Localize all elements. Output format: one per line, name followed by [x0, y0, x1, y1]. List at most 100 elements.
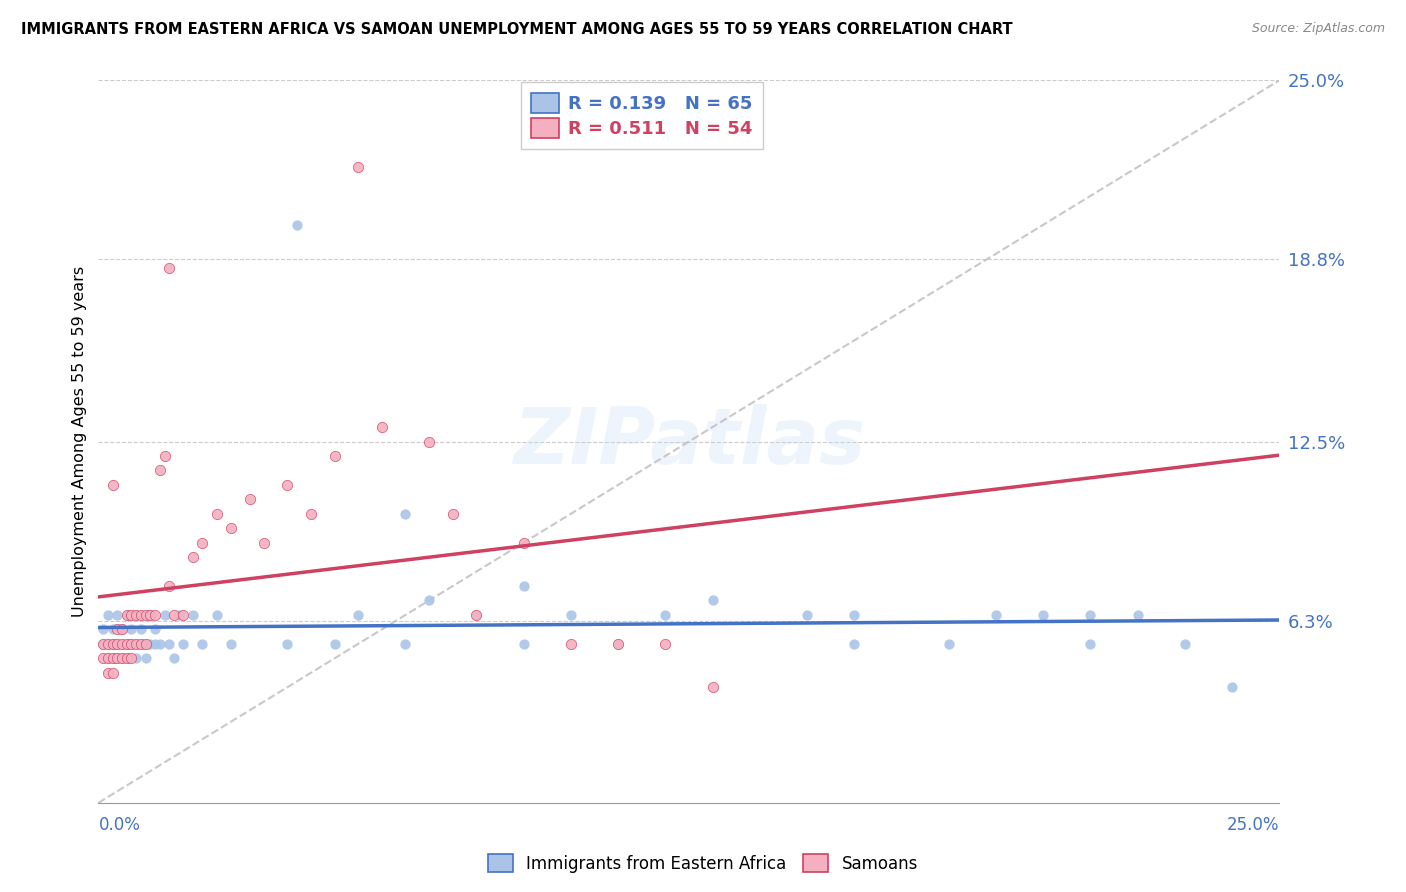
- Point: [219, 521, 242, 535]
- Point: [129, 637, 152, 651]
- Point: [163, 651, 186, 665]
- Point: [143, 623, 166, 637]
- Y-axis label: Unemployment Among Ages 55 to 59 years: Unemployment Among Ages 55 to 59 years: [72, 266, 87, 617]
- Point: [149, 463, 172, 477]
- Point: [191, 535, 214, 549]
- Point: [105, 623, 128, 637]
- Point: [129, 637, 152, 651]
- Point: [111, 651, 134, 665]
- Point: [276, 637, 298, 651]
- Point: [219, 637, 242, 651]
- Point: [465, 607, 488, 622]
- Point: [163, 607, 186, 622]
- Point: [984, 607, 1007, 622]
- Point: [299, 507, 322, 521]
- Point: [111, 637, 134, 651]
- Point: [560, 637, 582, 651]
- Point: [157, 637, 180, 651]
- Point: [101, 651, 124, 665]
- Point: [97, 637, 120, 651]
- Point: [157, 579, 180, 593]
- Point: [97, 651, 120, 665]
- Point: [181, 607, 204, 622]
- Point: [844, 607, 866, 622]
- Point: [347, 607, 370, 622]
- Text: 25.0%: 25.0%: [1227, 816, 1279, 834]
- Point: [129, 623, 152, 637]
- Point: [125, 637, 148, 651]
- Point: [253, 535, 276, 549]
- Point: [347, 160, 370, 174]
- Point: [135, 637, 157, 651]
- Point: [105, 651, 128, 665]
- Point: [702, 680, 724, 694]
- Point: [115, 607, 138, 622]
- Point: [115, 637, 138, 651]
- Point: [101, 637, 124, 651]
- Point: [115, 637, 138, 651]
- Point: [371, 420, 394, 434]
- Point: [135, 651, 157, 665]
- Point: [121, 637, 143, 651]
- Legend: R = 0.139   N = 65, R = 0.511   N = 54: R = 0.139 N = 65, R = 0.511 N = 54: [520, 82, 763, 149]
- Point: [139, 607, 162, 622]
- Point: [97, 665, 120, 680]
- Point: [97, 607, 120, 622]
- Point: [418, 593, 440, 607]
- Point: [111, 651, 134, 665]
- Point: [1032, 607, 1054, 622]
- Point: [111, 623, 134, 637]
- Point: [844, 637, 866, 651]
- Point: [129, 607, 152, 622]
- Point: [654, 637, 676, 651]
- Point: [285, 218, 308, 232]
- Point: [172, 637, 194, 651]
- Point: [105, 637, 128, 651]
- Point: [91, 637, 114, 651]
- Point: [512, 579, 534, 593]
- Point: [105, 607, 128, 622]
- Point: [1080, 607, 1102, 622]
- Point: [125, 607, 148, 622]
- Point: [97, 637, 120, 651]
- Point: [115, 651, 138, 665]
- Point: [607, 637, 630, 651]
- Text: 0.0%: 0.0%: [98, 816, 141, 834]
- Point: [394, 507, 416, 521]
- Point: [394, 637, 416, 651]
- Point: [139, 637, 162, 651]
- Point: [149, 637, 172, 651]
- Point: [125, 607, 148, 622]
- Point: [1220, 680, 1243, 694]
- Point: [125, 637, 148, 651]
- Point: [153, 449, 176, 463]
- Text: ZIPatlas: ZIPatlas: [513, 403, 865, 480]
- Point: [1174, 637, 1197, 651]
- Point: [512, 637, 534, 651]
- Point: [143, 607, 166, 622]
- Point: [111, 623, 134, 637]
- Legend: Immigrants from Eastern Africa, Samoans: Immigrants from Eastern Africa, Samoans: [481, 847, 925, 880]
- Point: [239, 492, 262, 507]
- Point: [157, 261, 180, 276]
- Point: [115, 607, 138, 622]
- Point: [101, 623, 124, 637]
- Point: [125, 651, 148, 665]
- Point: [111, 637, 134, 651]
- Point: [654, 607, 676, 622]
- Point: [796, 607, 818, 622]
- Point: [205, 507, 228, 521]
- Point: [91, 651, 114, 665]
- Point: [465, 607, 488, 622]
- Point: [121, 637, 143, 651]
- Point: [91, 637, 114, 651]
- Point: [135, 637, 157, 651]
- Text: IMMIGRANTS FROM EASTERN AFRICA VS SAMOAN UNEMPLOYMENT AMONG AGES 55 TO 59 YEARS : IMMIGRANTS FROM EASTERN AFRICA VS SAMOAN…: [21, 22, 1012, 37]
- Point: [418, 434, 440, 449]
- Point: [135, 607, 157, 622]
- Point: [181, 550, 204, 565]
- Point: [105, 637, 128, 651]
- Point: [101, 665, 124, 680]
- Point: [167, 607, 190, 622]
- Point: [105, 651, 128, 665]
